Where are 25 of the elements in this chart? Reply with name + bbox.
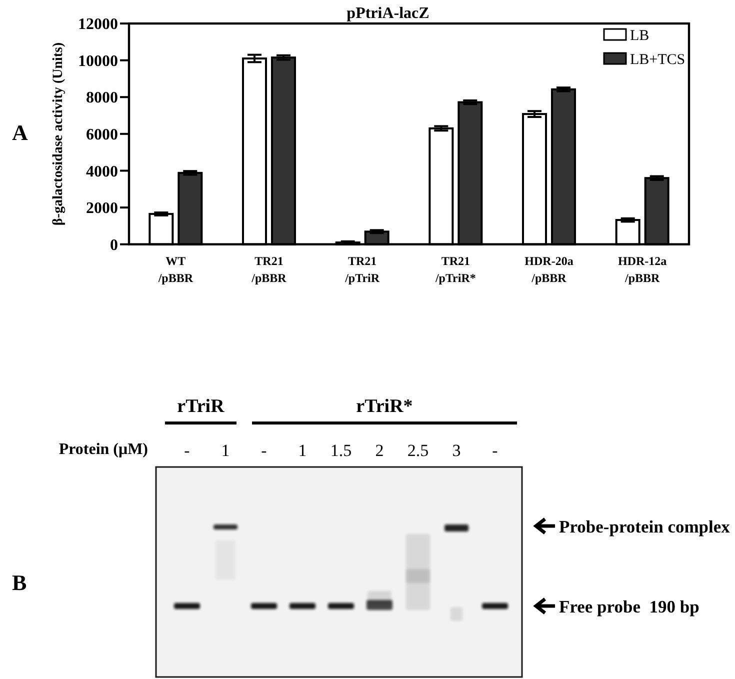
y-tick-label: 6000 bbox=[86, 126, 118, 144]
y-tick-label: 2000 bbox=[86, 200, 118, 218]
x-tick-label: TR21 /pBBR bbox=[250, 254, 287, 285]
x-tick-label: HDR-20a /pBBR bbox=[524, 254, 574, 285]
legend-label: LB+TCS bbox=[630, 52, 686, 68]
text: B bbox=[12, 570, 27, 595]
y-tick-label: 12000 bbox=[78, 16, 118, 34]
x-tick-label: TR21 /pTriR* bbox=[434, 254, 476, 285]
text: rTriR* bbox=[356, 396, 413, 417]
text: - 1 - 1 1.5 2 2.5 3 - bbox=[184, 441, 498, 460]
chart-title: pPtriA-lacZ bbox=[346, 5, 430, 22]
text: Free probe 190 bp bbox=[559, 596, 700, 616]
y-tick-label: 0 bbox=[110, 236, 118, 254]
text: A bbox=[12, 120, 28, 145]
x-tick-label: WT /pBBR bbox=[157, 254, 194, 285]
text: Protein (μM) bbox=[58, 441, 148, 458]
x-tick-label: TR21 /pTriR bbox=[344, 254, 380, 285]
legend-label: LB bbox=[630, 28, 650, 44]
x-tick-label: HDR-12a /pBBR bbox=[618, 254, 667, 285]
y-tick-label: 8000 bbox=[86, 90, 118, 107]
y-axis-title: β-galactosidase activity (Units) bbox=[51, 42, 66, 226]
y-tick-label: 10000 bbox=[78, 52, 118, 70]
text: rTriR bbox=[177, 396, 225, 417]
y-tick-label: 4000 bbox=[86, 163, 118, 180]
text: Probe-protein complex bbox=[559, 516, 730, 536]
